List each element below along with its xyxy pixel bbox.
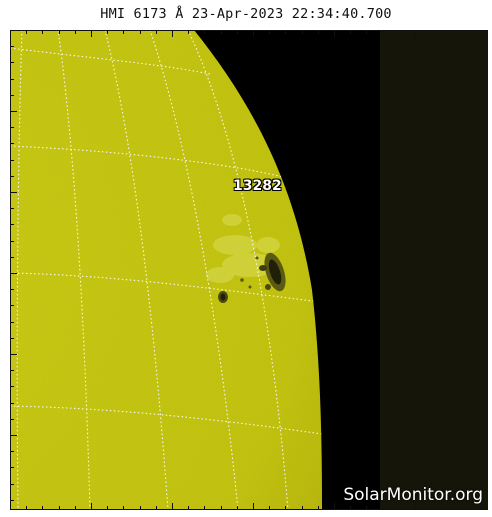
tick-marks — [10, 30, 481, 510]
image-title: HMI 6173 Å 23-Apr-2023 22:34:40.700 — [100, 6, 392, 22]
plage-region — [206, 214, 280, 283]
watermark-text: SolarMonitor.org — [343, 485, 483, 505]
off-disk-strip — [380, 30, 488, 510]
sunspot-group — [218, 252, 286, 303]
longitude-grid — [16, 30, 289, 510]
latitude-grid — [10, 47, 322, 435]
axis-ticks — [10, 30, 488, 510]
solar-disk-view — [10, 30, 488, 510]
solar-image: 13282 SolarMonitor.org — [10, 30, 488, 510]
active-region-label: 13282 — [233, 178, 282, 194]
